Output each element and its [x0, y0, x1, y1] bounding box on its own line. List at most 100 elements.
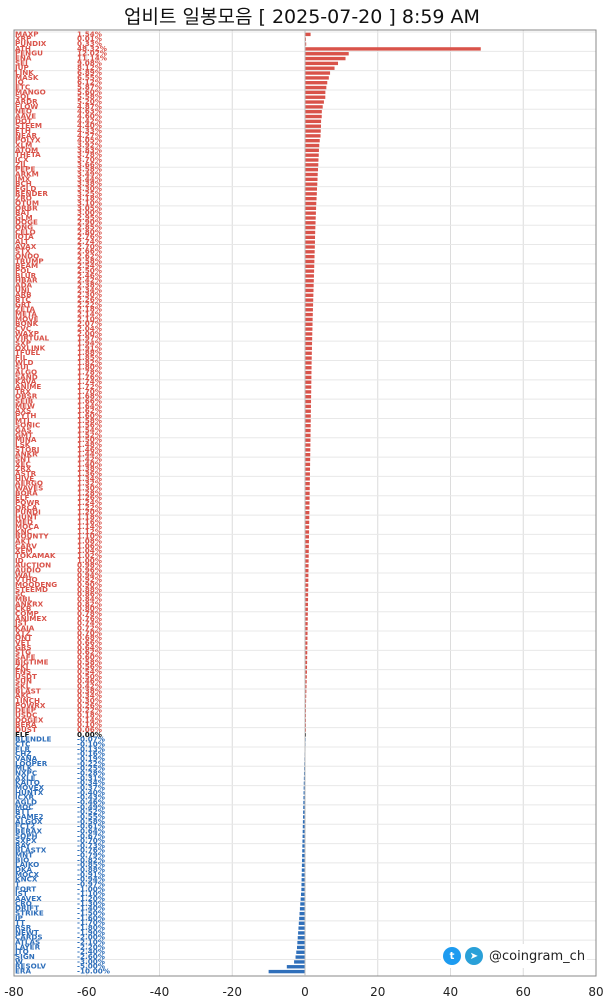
row-value-label: 0.64% [77, 643, 102, 652]
row-value-label: 3.05% [77, 203, 102, 212]
x-tick-label: 80 [588, 985, 603, 999]
row-name-label: RENDER [15, 189, 48, 198]
row-name-label: GAME2 [15, 812, 44, 821]
row-name-label: SOPH [15, 831, 38, 840]
row-value-label: 2.38% [77, 281, 102, 290]
brand-handle[interactable]: @coingram_ch [489, 948, 586, 964]
bar [305, 341, 313, 346]
row-name-label: SONIC [15, 421, 40, 430]
row-value-label: 1.60% [77, 411, 102, 420]
bar [305, 651, 308, 655]
bar [305, 167, 319, 172]
row-name-label: ENS [15, 667, 31, 676]
bar [305, 385, 312, 389]
row-value-label: 0.46% [77, 677, 102, 686]
row-name-label: ONDO [15, 252, 39, 261]
row-name-label: XLM [15, 140, 32, 149]
row-value-label: 0.72% [77, 624, 102, 633]
row-value-label: 0.22% [77, 706, 102, 715]
bar [305, 56, 346, 61]
row-value-label: 2.70% [77, 242, 102, 251]
row-name-label: KNCX [15, 875, 38, 884]
row-name-label: LSK [15, 440, 31, 449]
bar [301, 887, 305, 892]
row-value-label: -2.20% [77, 942, 105, 951]
bar [296, 950, 305, 954]
row-value-label: 1.16% [77, 517, 102, 526]
row-name-label: POL [15, 266, 31, 275]
row-name-label: ZKJ [15, 662, 29, 671]
row-name-label: PUNDI [15, 508, 41, 517]
row-value-label: 1.88% [77, 348, 102, 357]
row-name-label: ZRX [15, 464, 32, 473]
bar [305, 370, 312, 375]
row-value-label: 2.50% [77, 266, 102, 275]
row-name-label: OXLINK [15, 343, 46, 352]
bar [303, 771, 305, 776]
row-value-label: -1.10% [77, 889, 105, 898]
row-value-label: 0.01% [77, 34, 102, 43]
row-name-label: CARDS [15, 933, 43, 942]
bar [305, 351, 312, 355]
row-name-label: AKT [15, 537, 31, 546]
row-name-label: WAL [15, 570, 33, 579]
bar [305, 32, 311, 37]
row-name-label: MOVEX [15, 783, 45, 792]
row-name-label: ANKRX [15, 599, 44, 608]
twitter-icon[interactable]: t [443, 947, 461, 965]
row-value-label: -0.34% [77, 778, 105, 787]
bar [305, 119, 322, 124]
row-name-label: BERA [15, 720, 37, 729]
row-name-label: MOODENG [15, 580, 57, 589]
bar [305, 221, 316, 225]
bar [305, 293, 314, 297]
bar [305, 81, 328, 85]
row-value-label: -2.00% [77, 933, 105, 942]
row-name-label: BONK [15, 319, 39, 328]
bar [301, 873, 305, 877]
row-value-label: 2.66% [77, 247, 102, 256]
bar [299, 916, 305, 921]
row-name-label: MAXP [15, 29, 39, 38]
row-value-label: -1.70% [77, 918, 105, 927]
bar [305, 303, 314, 307]
bar [286, 965, 305, 969]
bar [305, 95, 326, 99]
row-value-label: -0.97% [77, 880, 105, 889]
row-name-label: IST [15, 889, 28, 898]
bar [294, 960, 305, 964]
bar [305, 245, 315, 249]
row-name-label: ICXR [15, 793, 34, 802]
bar [305, 100, 324, 104]
bar [305, 158, 319, 162]
row-value-label: 3.66% [77, 160, 102, 169]
row-value-label: 4.87% [77, 102, 102, 111]
row-name-label: POLYX [15, 136, 41, 145]
row-name-label: THETA [15, 150, 41, 159]
x-tick-label: 20 [370, 985, 385, 999]
row-value-label: 0.88% [77, 585, 102, 594]
row-name-label: TOKAMAK [15, 551, 56, 560]
bar [305, 593, 309, 597]
row-value-label: 0.62% [77, 648, 102, 657]
row-name-label: MEW [15, 401, 35, 410]
telegram-icon[interactable]: ➤ [465, 947, 483, 965]
row-value-label: 4.40% [77, 121, 102, 130]
row-name-label: BAT [15, 208, 30, 217]
bar [300, 897, 305, 901]
row-name-label: EGLD [15, 184, 36, 193]
bar [305, 501, 310, 505]
bar [305, 317, 313, 322]
bar [301, 878, 305, 882]
row-name-label: WLD [15, 358, 34, 367]
row-name-label: IOTA [15, 232, 34, 241]
row-value-label: 3.30% [77, 184, 102, 193]
bar [305, 694, 307, 698]
row-name-label: NEAR [15, 131, 37, 140]
row-name-label: PUNDIX [15, 39, 47, 48]
row-value-label: -0.52% [77, 807, 105, 816]
bar [302, 815, 305, 819]
row-name-label: META [15, 310, 37, 319]
row-value-label: -2.10% [77, 938, 105, 947]
bar [305, 288, 314, 293]
